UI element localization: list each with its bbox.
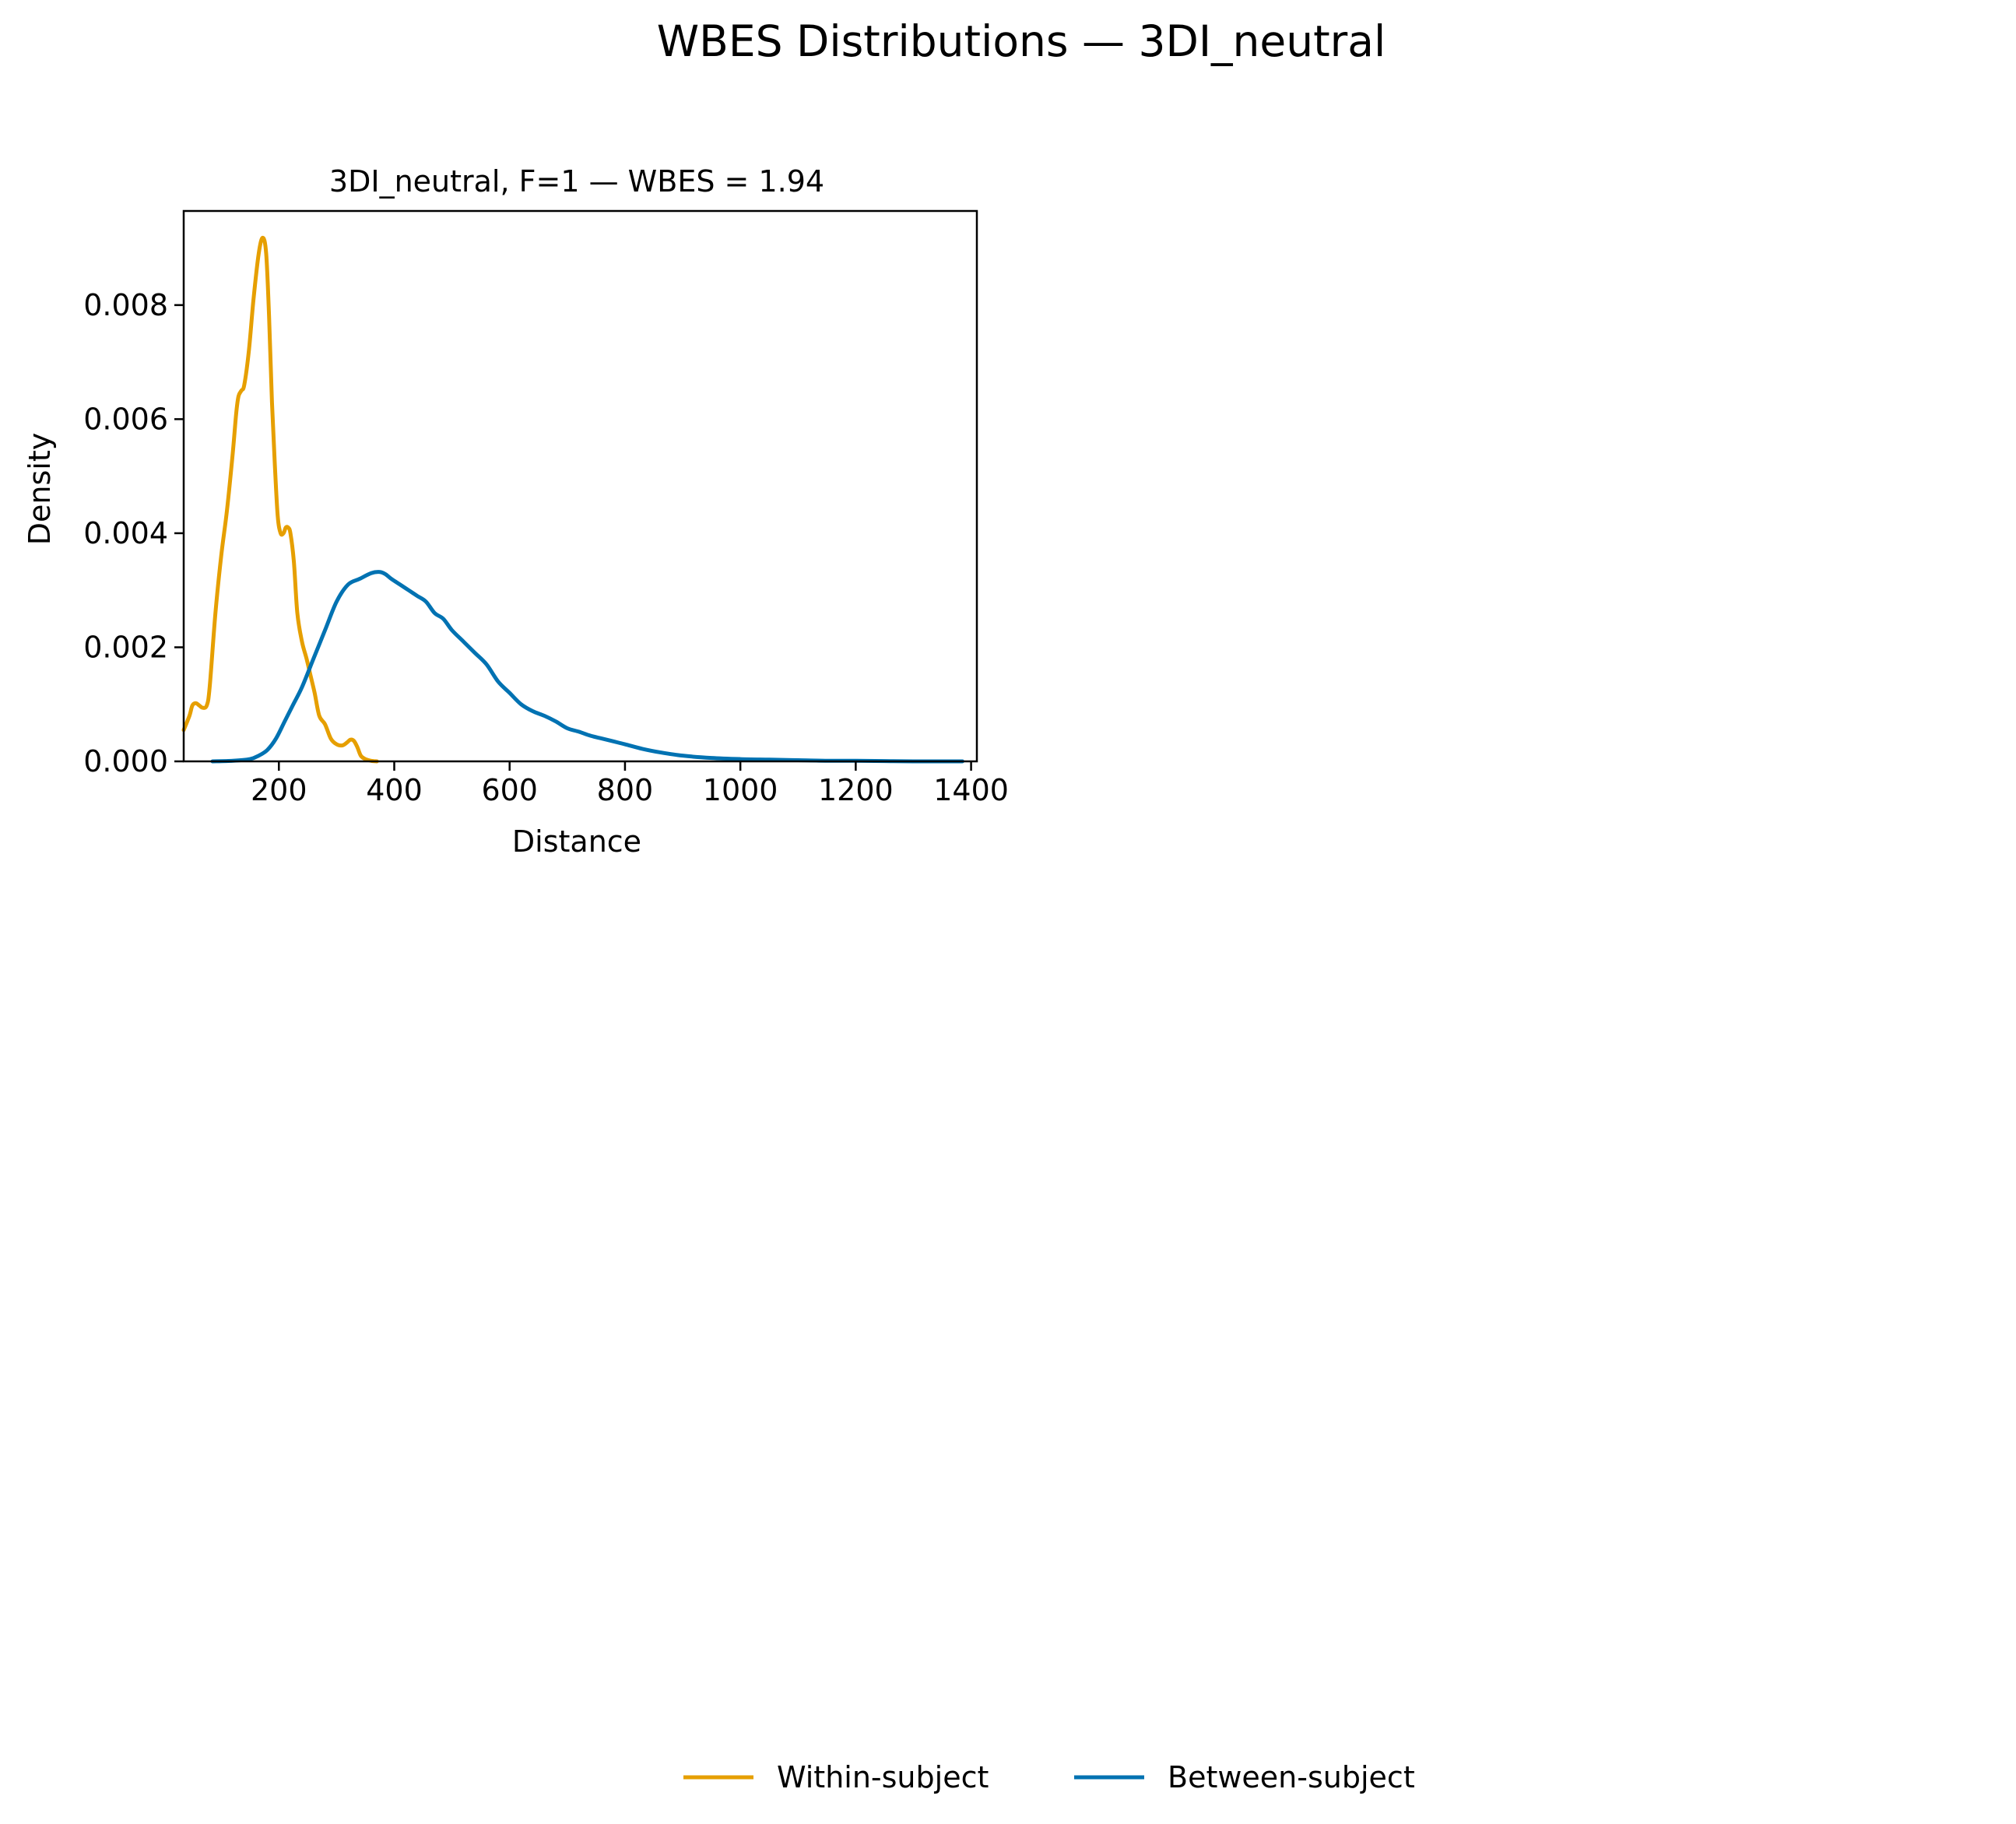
y-axis-label: Density — [23, 433, 57, 545]
x-tick-label: 1400 — [933, 773, 1009, 807]
y-tick-label: 0.004 — [83, 516, 168, 550]
x-axis: 200 400 600 800 1000 1200 1400 — [251, 761, 1009, 807]
legend: Within-subject Between-subject — [683, 1760, 1415, 1794]
x-tick-label: 800 — [597, 773, 654, 807]
series-layer — [181, 235, 964, 764]
axes-frame — [182, 209, 978, 763]
y-axis: 0.000 0.002 0.004 0.006 0.008 — [83, 288, 184, 778]
y-tick-label: 0.008 — [83, 288, 168, 322]
plot-area — [181, 209, 978, 764]
chart-title: 3DI_neutral, F=1 — WBES = 1.94 — [329, 164, 824, 199]
legend-label: Between-subject — [1168, 1760, 1415, 1794]
x-tick-label: 1000 — [703, 773, 778, 807]
x-tick-label: 1200 — [818, 773, 894, 807]
series-line-between-subject — [210, 570, 964, 764]
x-tick-label: 600 — [481, 773, 538, 807]
series-line-within-subject — [181, 235, 379, 764]
y-tick-label: 0.002 — [83, 630, 168, 664]
legend-label: Within-subject — [777, 1760, 989, 1794]
x-tick-label: 400 — [366, 773, 423, 807]
y-tick-label: 0.000 — [83, 744, 168, 778]
y-tick-label: 0.006 — [83, 402, 168, 436]
figure-suptitle: WBES Distributions — 3DI_neutral — [657, 16, 1386, 66]
x-tick-label: 200 — [251, 773, 307, 807]
x-axis-label: Distance — [512, 824, 641, 859]
